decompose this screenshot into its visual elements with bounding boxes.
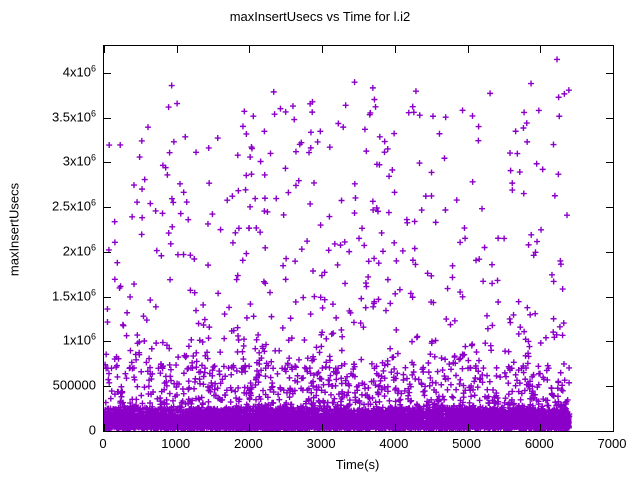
x-axis-tick-top [104,46,105,53]
y-axis-tick [104,117,111,119]
x-axis-tick-top [540,46,542,53]
x-axis-tick [613,424,614,431]
x-axis-tick-label: 7000 [597,436,627,451]
y-axis-tick-right [606,162,613,164]
y-axis-tick-label: 3x106 [62,152,96,169]
y-axis-tick-label: 2x106 [62,242,96,259]
x-axis-tick [394,424,396,431]
x-axis-tick-label: 1000 [161,436,191,451]
x-axis-tick-top [467,46,469,53]
y-axis-tick [104,162,111,164]
x-axis-tick [104,424,105,431]
data-points-layer [104,56,573,431]
x-axis-tick-label: 2000 [233,436,263,451]
x-axis-tick-label: 5000 [452,436,482,451]
x-axis-tick-labels: 0 1000 2000 3000 4000 5000 6000 7000 [99,436,626,456]
y-axis-tick-label: 1x106 [62,331,96,348]
plot-frame [103,45,614,432]
y-axis-tick-label: 0 [88,422,96,438]
y-axis-tick-right [606,431,613,432]
y-axis-tick-right [606,207,613,209]
y-axis-tick [104,72,111,74]
y-axis-tick [104,251,111,253]
y-axis-tick-right [606,251,613,253]
y-axis-tick [104,207,111,209]
y-axis-tick [104,341,111,343]
x-axis-tick [249,424,251,431]
y-axis-tick [104,431,111,432]
y-axis-tick-label: 1.5x106 [51,287,96,304]
x-axis-tick [540,424,542,431]
x-axis-tick [322,424,324,431]
y-axis-tick-label: 3.5x106 [51,108,96,125]
x-axis-tick-label: 6000 [524,436,554,451]
y-axis-tick-labels: 0 500000 1x106 1.5x106 2x106 2.5x106 3x106 3.5x… [0,45,96,437]
y-axis-tick-right [606,296,613,298]
plot-area [104,46,613,431]
x-axis-tick [467,424,469,431]
x-axis-tick [176,424,178,431]
x-axis-title: Time(s) [335,457,380,472]
x-axis-tick-top [176,46,178,53]
y-axis-tick-right [606,341,613,343]
x-axis-tick-top [322,46,324,53]
x-axis-tick-label: 0 [99,436,107,451]
x-axis-tick-label: 4000 [379,436,409,451]
y-axis-tick-right [606,72,613,74]
y-axis-tick-right [606,117,613,119]
y-axis-tick-right [606,386,613,388]
x-axis-tick-top [249,46,251,53]
y-axis-tick [104,296,111,298]
y-axis-tick-label: 4x106 [62,63,96,80]
y-axis-tick-label: 2.5x106 [51,197,96,214]
x-axis-tick-label: 3000 [306,436,336,451]
y-axis-title: maxInsertUsecs [6,182,22,277]
x-axis-tick-top [613,46,614,53]
x-axis-tick-top [394,46,396,53]
y-axis-tick-label: 500000 [52,377,96,393]
chart-title: maxInsertUsecs vs Time for l.i2 [229,9,411,24]
y-axis-tick [104,386,111,388]
